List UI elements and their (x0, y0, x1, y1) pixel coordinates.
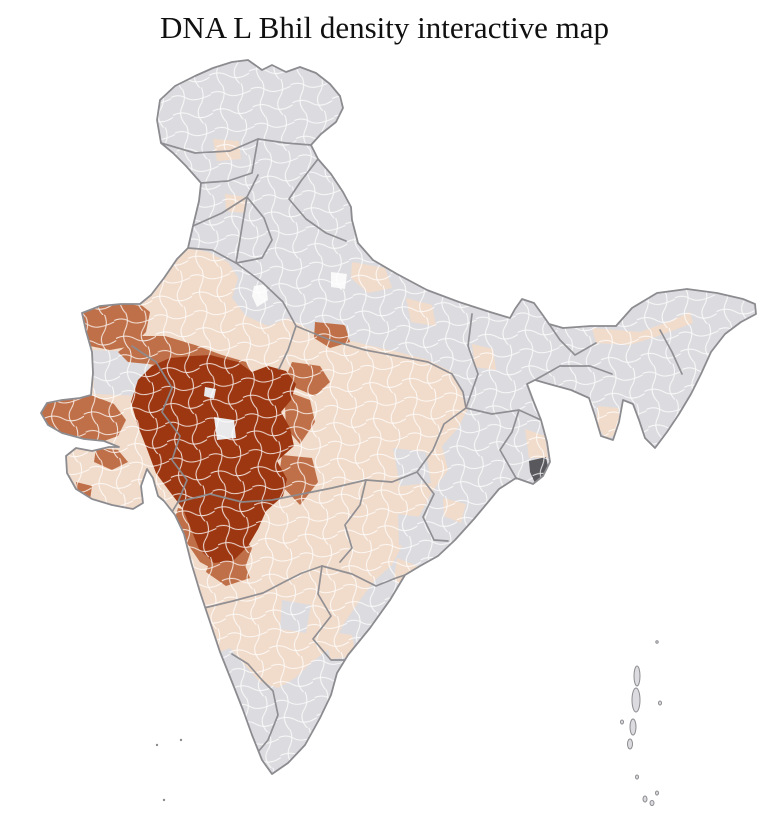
island[interactable] (655, 790, 659, 796)
island[interactable] (629, 718, 637, 736)
island[interactable] (658, 700, 662, 706)
island[interactable] (655, 640, 659, 644)
island[interactable] (631, 687, 641, 713)
island-dot[interactable] (162, 798, 166, 802)
district-borders-texture (41, 60, 756, 774)
page-title: DNA L Bhil density interactive map (159, 10, 610, 45)
state-borders (131, 138, 683, 753)
island-dot[interactable] (179, 738, 183, 742)
island[interactable] (642, 795, 648, 803)
island-dot[interactable] (155, 743, 159, 747)
island[interactable] (635, 774, 639, 780)
andaman-nicobar-islands[interactable] (620, 640, 662, 806)
island[interactable] (649, 800, 655, 806)
island[interactable] (627, 738, 633, 750)
lakshadweep-islands[interactable] (155, 738, 183, 802)
island[interactable] (620, 719, 624, 725)
island[interactable] (633, 665, 641, 687)
